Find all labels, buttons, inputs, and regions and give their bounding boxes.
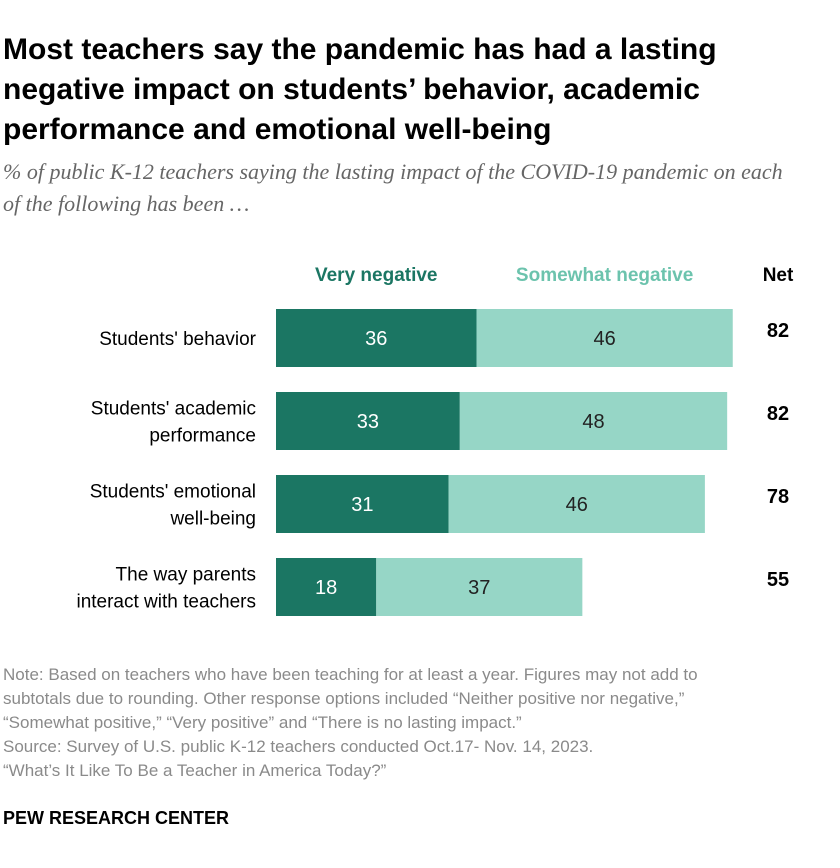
legend-label: Very negative — [315, 265, 438, 286]
category-label: Students' behavior — [99, 329, 256, 350]
note-line: “Somewhat positive,” “Very positive” and… — [3, 713, 522, 732]
data-label: 33 — [357, 411, 379, 433]
chart-subtitle: % of public K-12 teachers saying the las… — [3, 159, 783, 216]
bar-segment — [276, 309, 477, 367]
bar-segment — [459, 392, 728, 450]
bar-segment — [448, 475, 705, 533]
category-label: performance — [149, 426, 256, 447]
net-value: 55 — [767, 569, 789, 591]
chart-title: Most teachers say the pandemic has had a… — [3, 33, 717, 146]
net-value: 82 — [767, 320, 789, 342]
category-label: interact with teachers — [76, 592, 256, 613]
bar-segment — [376, 558, 583, 616]
category-label: well-being — [169, 509, 256, 530]
bar-segment — [276, 475, 449, 533]
bar-segment — [276, 558, 377, 616]
chart-notes: Note: Based on teachers who have been te… — [3, 663, 833, 783]
note-line: subtotals due to rounding. Other respons… — [3, 689, 685, 708]
report-title-line: “What’s It Like To Be a Teacher in Ameri… — [3, 761, 387, 780]
data-label: 36 — [365, 328, 387, 350]
category-label: The way parents — [116, 565, 256, 586]
bar-segment — [476, 309, 733, 367]
net-value: 78 — [767, 486, 789, 508]
bar-segment — [276, 392, 460, 450]
data-label: 46 — [566, 494, 588, 516]
data-label: 31 — [351, 494, 373, 516]
source-line: Source: Survey of U.S. public K-12 teach… — [3, 737, 594, 756]
stacked-bar-chart: Very negative Somewhat negative Net Student… — [76, 265, 794, 616]
category-label: Students' emotional — [90, 482, 256, 503]
footer-brand: PEW RESEARCH CENTER — [3, 808, 230, 828]
category-label: Students' academic — [91, 399, 256, 420]
note-line: Note: Based on teachers who have been te… — [3, 665, 698, 684]
legend-label: Somewhat negative — [516, 265, 693, 286]
data-label: 46 — [594, 328, 616, 350]
data-label: 48 — [582, 411, 604, 433]
data-label: 37 — [468, 577, 490, 599]
net-value: 82 — [767, 403, 789, 425]
data-label: 18 — [315, 577, 337, 599]
net-header: Net — [763, 265, 794, 286]
